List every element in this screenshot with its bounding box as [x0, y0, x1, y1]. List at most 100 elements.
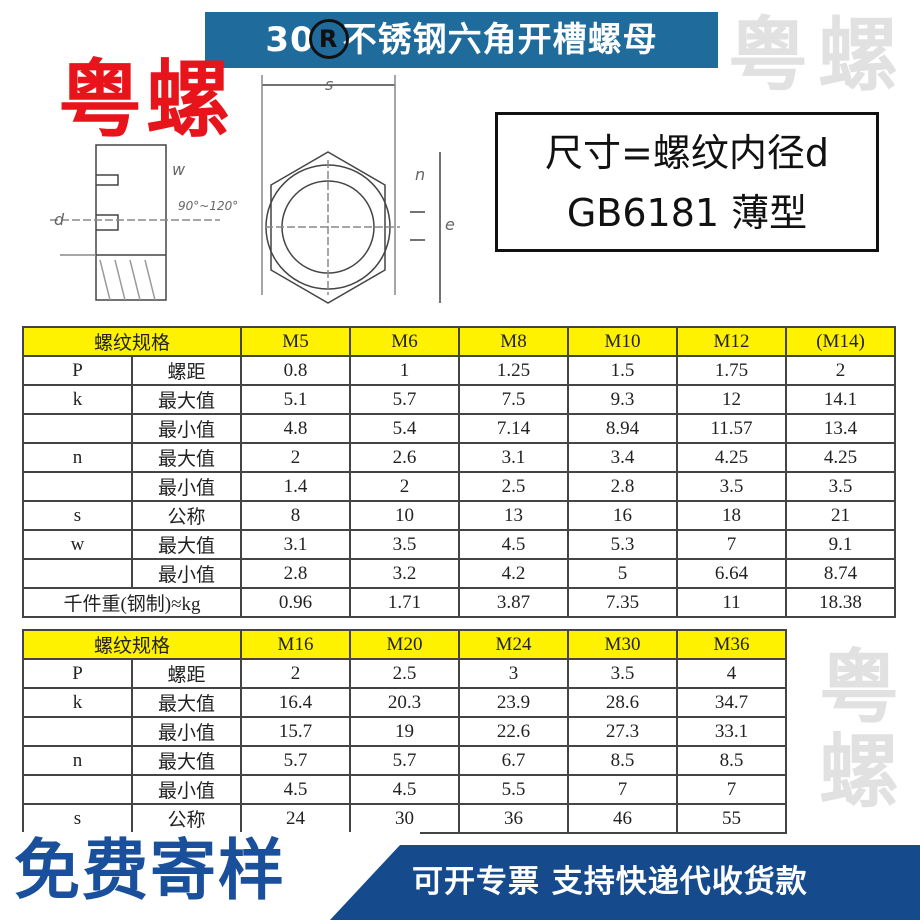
table-row: P 螺距 2 2.5 3 3.5 4: [22, 658, 787, 689]
size-header: M20: [349, 629, 460, 660]
cell: 7.35: [567, 587, 678, 618]
cell: 2: [349, 471, 460, 502]
cell: 4.5: [458, 529, 569, 560]
cell: 3.5: [785, 471, 896, 502]
cell: 13: [458, 500, 569, 531]
cell: 33.1: [676, 716, 787, 747]
spec-table-large-sizes: 螺纹规格 M16 M20 M24 M30 M36 P 螺距 2 2.5 3 3.5 4 k 最大…: [22, 629, 787, 834]
dim-label-d: d: [54, 210, 65, 229]
size-header: M24: [458, 629, 569, 660]
cell: 7: [676, 529, 787, 560]
table-row: n 最大值 2 2.6 3.1 3.4 4.25 4.25: [22, 442, 896, 473]
cell: 34.7: [676, 687, 787, 718]
row-parameter: 螺距: [131, 355, 242, 386]
cell: 18.38: [785, 587, 896, 618]
row-symbol: [22, 471, 133, 502]
cell: 7: [567, 774, 678, 805]
row-parameter: 公称: [131, 500, 242, 531]
table-row: 最小值 2.8 3.2 4.2 5 6.64 8.74: [22, 558, 896, 589]
weight-label: 千件重(钢制)≈kg: [22, 587, 242, 618]
cell: 23.9: [458, 687, 569, 718]
cell: 8.94: [567, 413, 678, 444]
cell: 5: [567, 558, 678, 589]
title-suffix: 不锈钢六角开槽螺母: [342, 20, 658, 60]
row-symbol: [22, 413, 133, 444]
row-symbol: w: [22, 529, 133, 560]
dim-label-e: e: [445, 215, 455, 234]
product-title-banner: 30 R 不锈钢六角开槽螺母: [205, 12, 718, 68]
brand-logo-text: 粤螺: [58, 51, 235, 149]
row-symbol: n: [22, 745, 133, 776]
nut-technical-drawing: s w n d e 90°~120°: [50, 75, 455, 304]
dim-label-s: s: [325, 75, 333, 94]
cell: 22.6: [458, 716, 569, 747]
table-row: P 螺距 0.8 1 1.25 1.5 1.75 2: [22, 355, 896, 386]
cell: 5.5: [458, 774, 569, 805]
footer-services-banner: 可开专票 支持快递代收货款: [330, 845, 920, 920]
row-symbol: k: [22, 687, 133, 718]
table-header-row: 螺纹规格 M5 M6 M8 M10 M12 (M14): [22, 326, 896, 357]
spec-table-small-sizes: 螺纹规格 M5 M6 M8 M10 M12 (M14) P 螺距 0.8 1 1.25 1…: [22, 326, 896, 618]
table-row: k 最大值 16.4 20.3 23.9 28.6 34.7: [22, 687, 787, 718]
row-parameter: 最大值: [131, 529, 242, 560]
cell: 6.64: [676, 558, 787, 589]
row-parameter: 最小值: [131, 471, 242, 502]
table-row: k 最大值 5.1 5.7 7.5 9.3 12 14.1: [22, 384, 896, 415]
table-row: 最小值 4.8 5.4 7.14 8.94 11.57 13.4: [22, 413, 896, 444]
table-row: s 公称 24 30 36 46 55: [22, 803, 787, 834]
cell: 1.4: [240, 471, 351, 502]
table-row: w 最大值 3.1 3.5 4.5 5.3 7 9.1: [22, 529, 896, 560]
row-symbol: s: [22, 803, 133, 834]
cell: 3.1: [240, 529, 351, 560]
cell: 4.2: [458, 558, 569, 589]
cell: 36: [458, 803, 569, 834]
cell: 9.1: [785, 529, 896, 560]
cell: 14.1: [785, 384, 896, 415]
cell: 1.5: [567, 355, 678, 386]
cell: 5.4: [349, 413, 460, 444]
cell: 11.57: [676, 413, 787, 444]
cell: 2.8: [240, 558, 351, 589]
cell: 7: [676, 774, 787, 805]
row-symbol: n: [22, 442, 133, 473]
row-symbol: P: [22, 355, 133, 386]
cell: 2: [240, 442, 351, 473]
header-label: 螺纹规格: [22, 629, 242, 660]
row-parameter: 最小值: [131, 558, 242, 589]
cell: 4: [676, 658, 787, 689]
cell: 3.5: [676, 471, 787, 502]
cell: 15.7: [240, 716, 351, 747]
cell: 13.4: [785, 413, 896, 444]
table-row: n 最大值 5.7 5.7 6.7 8.5 8.5: [22, 745, 787, 776]
row-symbol: [22, 774, 133, 805]
size-header: M36: [676, 629, 787, 660]
cell: 2: [240, 658, 351, 689]
cell: 8: [240, 500, 351, 531]
row-symbol: k: [22, 384, 133, 415]
cell: 46: [567, 803, 678, 834]
row-parameter: 最大值: [131, 384, 242, 415]
cell: 5.7: [240, 745, 351, 776]
table-row: s 公称 8 10 13 16 18 21: [22, 500, 896, 531]
cell: 5.1: [240, 384, 351, 415]
table-row: 最小值 1.4 2 2.5 2.8 3.5 3.5: [22, 471, 896, 502]
spec-note-box: 尺寸=螺纹内径d GB6181 薄型: [495, 112, 879, 252]
cell: 12: [676, 384, 787, 415]
table-header-row: 螺纹规格 M16 M20 M24 M30 M36: [22, 629, 787, 660]
free-sample-text: 免费寄样: [14, 832, 286, 909]
cell: 24: [240, 803, 351, 834]
cell: 21: [785, 500, 896, 531]
cell: 3: [458, 658, 569, 689]
cell: 28.6: [567, 687, 678, 718]
cell: 20.3: [349, 687, 460, 718]
cell: 55: [676, 803, 787, 834]
cell: 18: [676, 500, 787, 531]
cell: 3.5: [349, 529, 460, 560]
cell: 3.2: [349, 558, 460, 589]
cell: 4.25: [785, 442, 896, 473]
cell: 16: [567, 500, 678, 531]
dim-label-angle: 90°~120°: [178, 199, 238, 213]
row-parameter: 最大值: [131, 442, 242, 473]
registered-trademark-icon: R: [308, 18, 349, 59]
row-symbol: [22, 558, 133, 589]
